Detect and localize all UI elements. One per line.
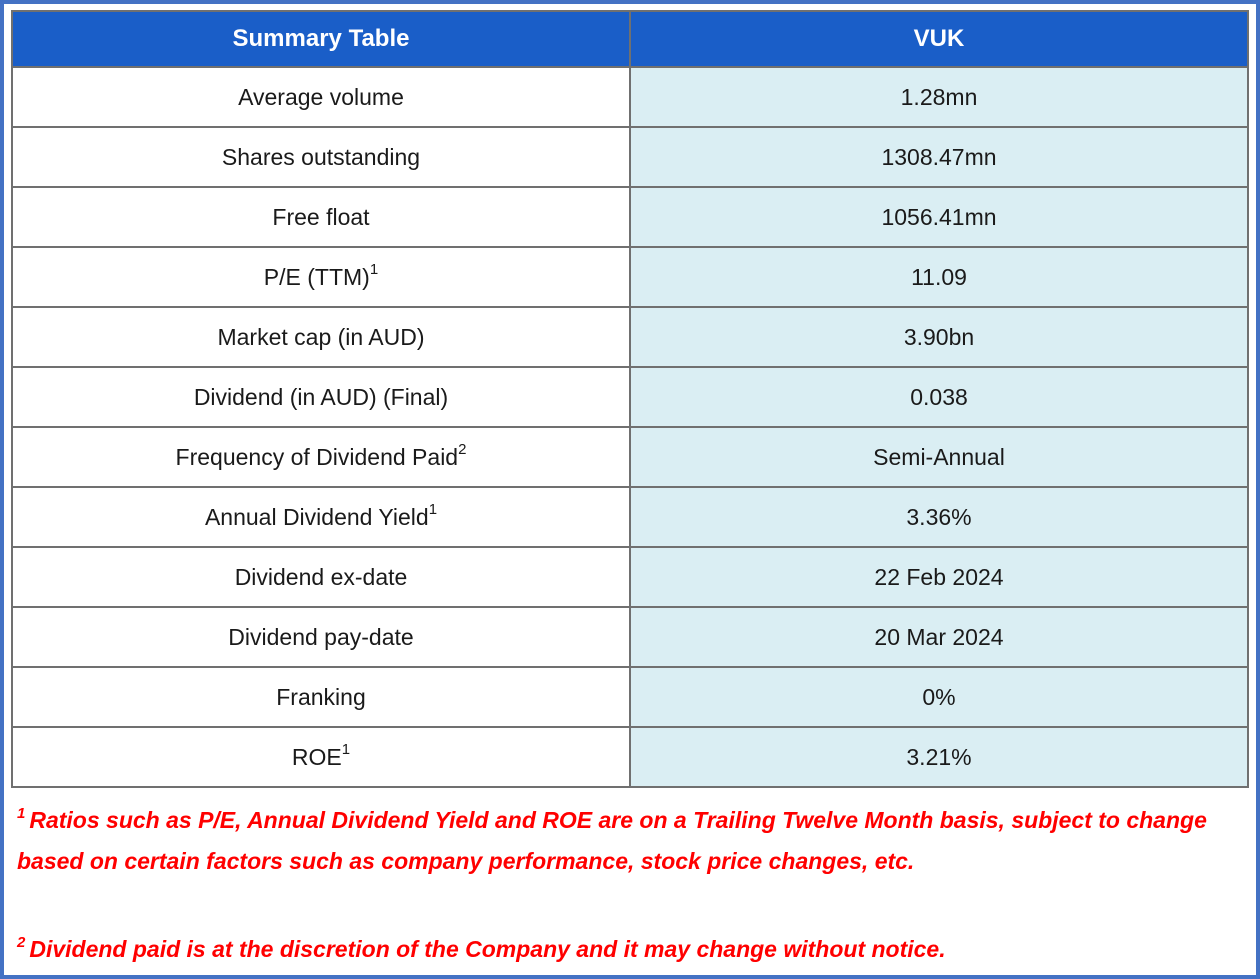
row-label-text: Dividend pay-date (228, 623, 414, 650)
footnote-text: Dividend paid is at the discretion of th… (29, 935, 946, 962)
summary-table-header: Summary Table VUK (11, 10, 1249, 68)
row-label-text: Frequency of Dividend Paid (175, 443, 459, 470)
row-value: 1.28mn (629, 66, 1249, 128)
row-label: Frequency of Dividend Paid2 (11, 426, 631, 488)
row-label: Dividend (in AUD) (Final) (11, 366, 631, 428)
row-value: 3.36% (629, 486, 1249, 548)
header-cell-ticker: VUK (629, 10, 1249, 68)
footnote-marker: 1 (17, 805, 26, 823)
table-row-franking: Franking 0% (11, 666, 1249, 728)
header-cell-summary-table: Summary Table (11, 10, 631, 68)
table-row-average-volume: Average volume 1.28mn (11, 66, 1249, 128)
row-label-text: Shares outstanding (221, 143, 421, 170)
row-value: 1308.47mn (629, 126, 1249, 188)
row-label: Shares outstanding (11, 126, 631, 188)
row-label: Dividend pay-date (11, 606, 631, 668)
row-label: Annual Dividend Yield1 (11, 486, 631, 548)
row-label: ROE1 (11, 726, 631, 788)
row-value: 20 Mar 2024 (629, 606, 1249, 668)
row-label: Franking (11, 666, 631, 728)
row-label-text: Average volume (238, 83, 404, 110)
footnote-marker: 2 (17, 934, 26, 952)
table-row-annual-dividend-yield: Annual Dividend Yield1 3.36% (11, 486, 1249, 548)
footnote-marker: 1 (428, 500, 438, 518)
row-value: 22 Feb 2024 (629, 546, 1249, 608)
footnotes-section: 1 Ratios such as P/E, Annual Dividend Yie… (11, 788, 1249, 970)
footnote-marker: 1 (369, 260, 379, 278)
table-row-shares-outstanding: Shares outstanding 1308.47mn (11, 126, 1249, 188)
row-value: 0.038 (629, 366, 1249, 428)
row-label-text: P/E (TTM) (263, 263, 370, 290)
row-label-text: Annual Dividend Yield (204, 503, 429, 530)
row-value: 1056.41mn (629, 186, 1249, 248)
table-row-free-float: Free float 1056.41mn (11, 186, 1249, 248)
footnote-dividend-discretion: 2 Dividend paid is at the discretion of t… (17, 929, 1243, 970)
footnote-ttm-ratios: 1 Ratios such as P/E, Annual Dividend Yie… (17, 800, 1243, 883)
row-value: 0% (629, 666, 1249, 728)
row-label: Free float (11, 186, 631, 248)
row-label-text: Franking (276, 683, 366, 710)
summary-table-body: Average volume 1.28mn Shares outstanding… (11, 66, 1249, 788)
table-row-market-cap: Market cap (in AUD) 3.90bn (11, 306, 1249, 368)
row-value: 11.09 (629, 246, 1249, 308)
row-label-text: Dividend (in AUD) (Final) (193, 383, 449, 410)
row-label-text: Market cap (in AUD) (217, 323, 425, 350)
row-label: Market cap (in AUD) (11, 306, 631, 368)
table-row-dividend-ex-date: Dividend ex-date 22 Feb 2024 (11, 546, 1249, 608)
footnote-text: Ratios such as P/E, Annual Dividend Yiel… (17, 807, 1207, 875)
row-value: Semi-Annual (629, 426, 1249, 488)
row-label: Dividend ex-date (11, 546, 631, 608)
table-row-roe: ROE1 3.21% (11, 726, 1249, 788)
row-label-text: Free float (272, 203, 370, 230)
table-row-dividend-pay-date: Dividend pay-date 20 Mar 2024 (11, 606, 1249, 668)
footnote-marker: 2 (458, 440, 467, 458)
row-label-text: Dividend ex-date (234, 563, 408, 590)
summary-table: Summary Table VUK Average volume 1.28mn … (11, 10, 1249, 788)
table-row-pe-ttm: P/E (TTM)1 11.09 (11, 246, 1249, 308)
row-value: 3.21% (629, 726, 1249, 788)
footnote-marker: 1 (341, 740, 351, 758)
table-row-dividend-frequency: Frequency of Dividend Paid2 Semi-Annual (11, 426, 1249, 488)
row-label-text: ROE (291, 743, 342, 770)
row-label: P/E (TTM)1 (11, 246, 631, 308)
row-label: Average volume (11, 66, 631, 128)
table-row-dividend-final: Dividend (in AUD) (Final) 0.038 (11, 366, 1249, 428)
header-row: Summary Table VUK (11, 10, 1249, 68)
row-value: 3.90bn (629, 306, 1249, 368)
